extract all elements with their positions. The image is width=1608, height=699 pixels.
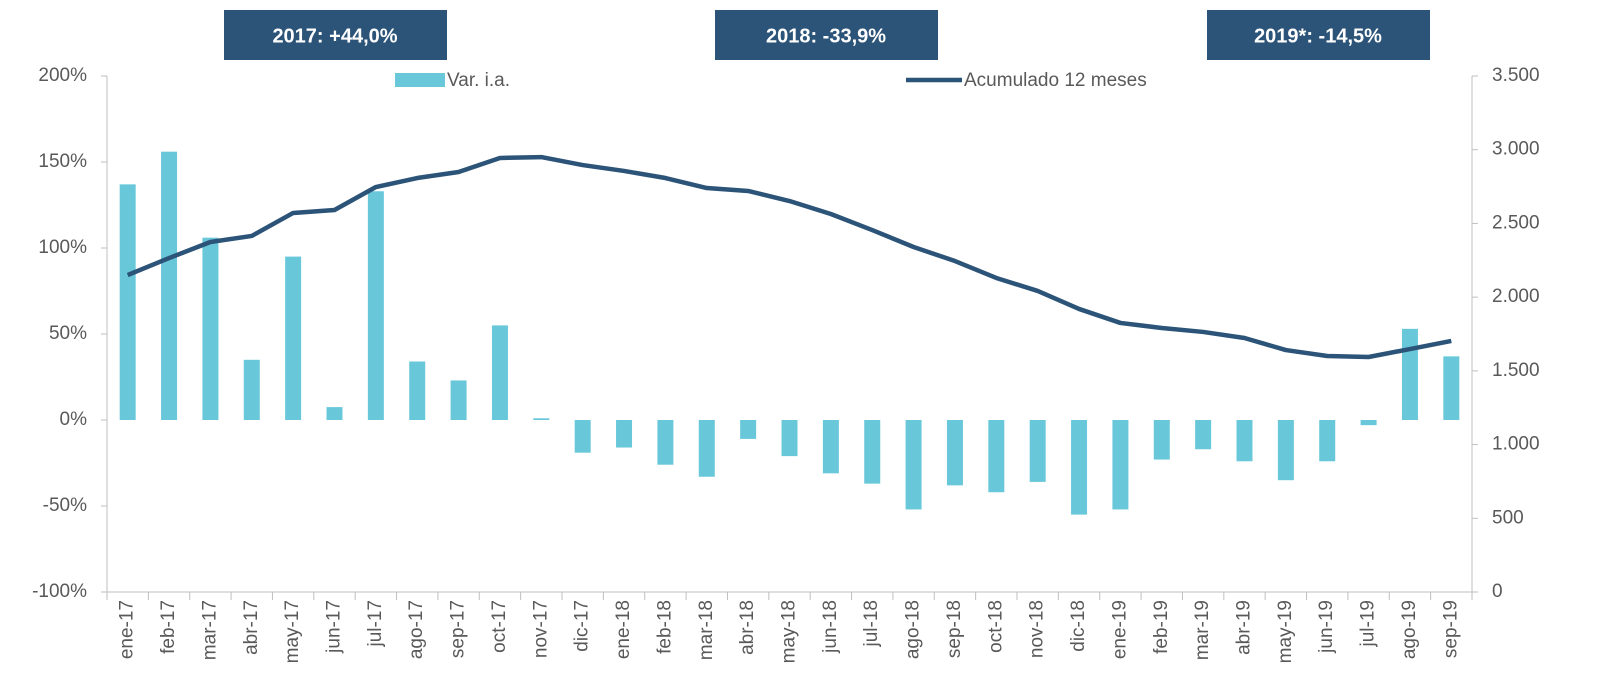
x-tick-label: oct-17 [489,600,510,653]
x-tick-label: sep-17 [448,600,469,658]
annotation: 2019*: -14,5% [1254,25,1382,47]
y-tick-label: -100% [32,581,87,602]
y2-tick-label: 0 [1492,581,1503,602]
x-tick-label: ago-19 [1399,600,1420,659]
y2-tick-label: 500 [1492,507,1524,528]
x-tick-label: may-17 [282,600,303,663]
bar [657,420,674,465]
bar [1443,356,1460,420]
x-tick-label: ene-19 [1109,600,1130,659]
bar [988,420,1005,493]
x-tick-label: sep-19 [1440,600,1461,658]
line [126,154,1452,360]
x-tick-label: ago-17 [406,600,427,659]
y-tick-label: 0% [60,409,88,430]
bar [285,256,302,420]
x-tick-label: ago-18 [903,600,924,659]
y-tick-label: 150% [38,151,87,172]
x-tick-label: jun-17 [324,600,345,654]
bar [119,184,136,420]
x-tick-label: ene-18 [613,600,634,659]
bar [698,420,715,477]
bar [1153,420,1170,460]
x-tick-label: dic-18 [1068,600,1089,652]
bar [822,420,839,474]
x-tick-label: sep-18 [944,600,965,658]
x-tick-label: abr-19 [1234,600,1255,655]
annotation: 2018: -33,9% [766,25,886,47]
x-tick-label: mar-17 [199,600,220,660]
annotation-box [224,10,447,60]
y-tick-label: 100% [38,237,87,258]
x-tick-label: mar-19 [1192,600,1213,660]
bar [161,151,178,420]
bar [450,380,467,420]
bar [491,325,508,420]
bar [1277,420,1294,481]
legend-label: Acumulado 12 meses [964,70,1147,91]
bar [1236,420,1253,462]
x-tick-label: mar-18 [696,600,717,660]
x-tick-label: nov-18 [1027,600,1048,658]
bar [533,418,550,420]
bar [616,420,633,448]
x-tick-label: may-18 [779,600,800,663]
annotation-box [715,10,938,60]
bar [367,191,384,420]
y2-tick-label: 3.000 [1492,139,1540,160]
y-tick-label: 200% [38,65,87,86]
bar [905,420,922,510]
bar [1071,420,1088,515]
annotation: 2017: +44,0% [272,25,397,47]
bar [740,420,757,439]
bar [243,359,260,420]
y2-tick-label: 1.500 [1492,360,1540,381]
bar [1360,420,1377,426]
bar [574,420,591,453]
y2-tick-label: 3.500 [1492,65,1540,86]
bar [781,420,798,457]
annotation-box [1207,10,1430,60]
bar [202,237,219,420]
legend-swatch [395,73,445,87]
y-tick-label: 50% [49,323,87,344]
x-tick-label: jul-19 [1358,600,1379,647]
x-tick-label: feb-17 [158,600,179,654]
x-tick-label: abr-18 [737,600,758,655]
x-tick-label: feb-18 [654,600,675,654]
bar [326,407,343,420]
x-tick-label: jul-18 [861,600,882,647]
x-tick-label: jun-19 [1316,600,1337,654]
y-tick-label: -50% [43,495,87,516]
bar [1319,420,1336,462]
bar [864,420,881,484]
y2-tick-label: 2.500 [1492,212,1540,233]
x-tick-label: dic-17 [572,600,593,652]
x-tick-label: ene-17 [117,600,138,659]
bar [946,420,963,486]
bar [1195,420,1212,450]
legend-label: Var. i.a. [447,70,510,91]
x-tick-label: jul-17 [365,600,386,647]
bar [1112,420,1129,510]
x-tick-label: abr-17 [241,600,262,655]
y2-tick-label: 1.000 [1492,434,1540,455]
bar [1401,328,1418,420]
x-tick-label: nov-17 [530,600,551,658]
bar [1029,420,1046,482]
bar [409,361,426,420]
x-tick-label: may-19 [1275,600,1296,663]
y2-tick-label: 2.000 [1492,286,1540,307]
x-tick-label: jun-18 [820,600,841,654]
x-tick-label: feb-19 [1151,600,1172,654]
x-tick-label: oct-18 [985,600,1006,653]
